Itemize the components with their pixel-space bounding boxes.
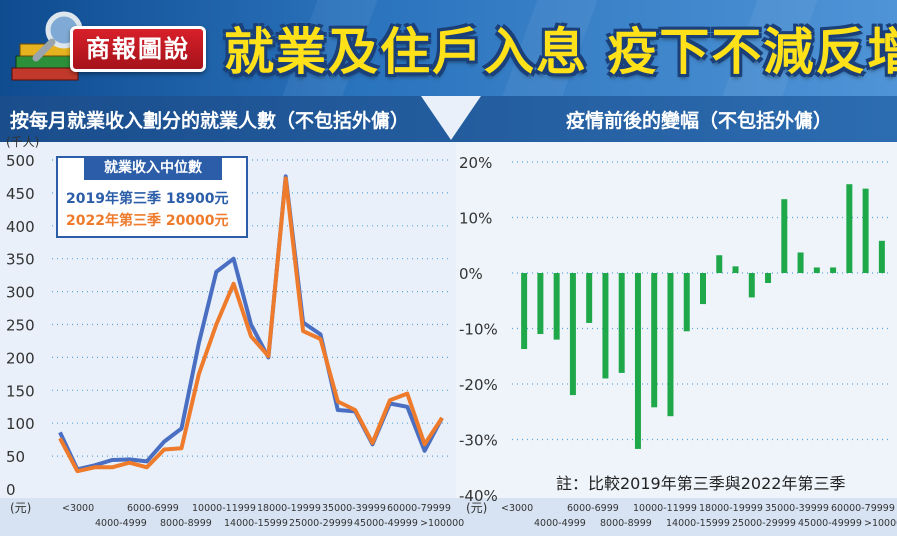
right-y-tick-label: -20% (459, 376, 498, 394)
left-x-tick-label: 45000-49999 (354, 518, 418, 529)
bar (618, 273, 625, 373)
right-x-tick-label: >100000 (864, 518, 897, 529)
footnote: 註：比較2019年第三季與2022年第三季 (556, 474, 846, 493)
right-x-tick-label: 8000-8999 (600, 518, 652, 529)
bar (781, 199, 788, 273)
left-x-tick-label: 4000-4999 (95, 518, 147, 529)
header-banner: 商報圖說 就業及住戶入息 疫下不減反增？ (0, 0, 897, 96)
left-y-tick-label: 500 (6, 152, 35, 170)
left-y-tick-label: 200 (6, 349, 35, 367)
left-x-tick-label: 25000-29999 (289, 518, 353, 529)
right-x-axis-unit: (元) (466, 501, 487, 515)
left-x-tick-label: 6000-6999 (127, 503, 179, 514)
left-y-tick-label: 400 (6, 218, 35, 236)
bar (748, 273, 755, 298)
page-title: 就業及住戶入息 疫下不減反增？ (224, 23, 897, 81)
right-y-tick-label: 20% (459, 154, 492, 172)
bar (651, 273, 658, 408)
left-x-tick-label: 14000-15999 (224, 518, 288, 529)
bar (716, 255, 723, 273)
left-y-tick-label: 450 (6, 185, 35, 203)
legend-item-2022: 2022年第三季 20000元 (66, 213, 229, 229)
right-y-tick-label: -10% (459, 321, 498, 339)
bar (732, 266, 739, 273)
bar (683, 273, 690, 332)
bar (700, 273, 706, 305)
right-x-tick-label: 6000-6999 (567, 503, 619, 514)
bar (634, 273, 641, 449)
news-badge: 商報圖說 (70, 26, 206, 72)
left-x-axis-unit: (元) (10, 501, 31, 515)
chart-legend: 就業收入中位數 2019年第三季 18900元 2022年第三季 20000元 (56, 156, 248, 238)
bar (602, 273, 609, 379)
right-x-tick-label: 10000-11999 (633, 503, 697, 514)
bar (830, 267, 837, 273)
bar (765, 273, 772, 283)
left-x-tick-label: <3000 (62, 503, 94, 514)
right-chart-subtitle: 疫情前後的變幅（不包括外傭） (566, 110, 833, 132)
bar (813, 267, 820, 273)
bar (878, 240, 885, 273)
left-y-tick-label: 100 (6, 415, 35, 433)
right-x-tick-label: 60000-79999 (831, 503, 895, 514)
bar (862, 188, 869, 273)
left-y-tick-label: 50 (6, 448, 25, 466)
right-x-tick-label: <3000 (501, 503, 533, 514)
bar (797, 252, 804, 273)
left-y-tick-label: 150 (6, 382, 35, 400)
right-x-tick-label: 14000-15999 (666, 518, 730, 529)
bar (846, 184, 853, 273)
x-axis-band (0, 498, 897, 536)
left-x-tick-label: >100000 (420, 518, 464, 529)
bar (521, 273, 528, 350)
bar (667, 273, 674, 417)
left-x-tick-label: 60000-79999 (387, 503, 451, 514)
right-x-tick-label: 45000-49999 (798, 518, 862, 529)
right-y-tick-label: 0% (459, 265, 483, 283)
right-y-tick-label: -30% (459, 432, 498, 450)
legend-item-2019: 2019年第三季 18900元 (66, 191, 229, 207)
bar (569, 273, 576, 396)
right-x-tick-label: 18000-19999 (699, 503, 763, 514)
bar (586, 273, 593, 323)
right-y-tick-label: 10% (459, 210, 492, 228)
left-y-tick-label: 350 (6, 251, 35, 269)
right-x-tick-label: 4000-4999 (534, 518, 586, 529)
right-x-tick-label: 35000-39999 (765, 503, 829, 514)
left-y-tick-label: 0 (6, 481, 16, 499)
right-y-tick-label: -40% (459, 487, 498, 505)
legend-title: 就業收入中位數 (84, 156, 222, 180)
divider-triangle-icon (421, 96, 481, 140)
left-chart-subtitle: 按每月就業收入劃分的就業人數（不包括外傭） (10, 110, 410, 132)
left-y-tick-label: 250 (6, 317, 35, 335)
right-x-tick-label: 25000-29999 (732, 518, 796, 529)
right-plot-background (456, 142, 897, 498)
left-y-axis-unit: (千人) (6, 135, 39, 149)
left-x-tick-label: 18000-19999 (257, 503, 321, 514)
left-x-tick-label: 8000-8999 (160, 518, 212, 529)
bar (553, 273, 560, 340)
left-x-tick-label: 10000-11999 (192, 503, 256, 514)
left-y-tick-label: 300 (6, 284, 35, 302)
bar (537, 273, 544, 335)
left-x-tick-label: 35000-39999 (322, 503, 386, 514)
